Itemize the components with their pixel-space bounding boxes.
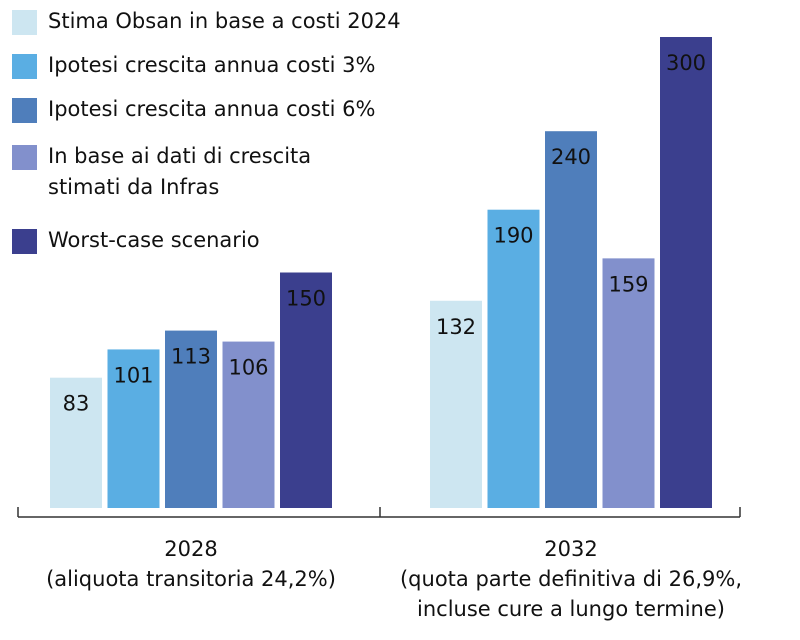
legend-swatch <box>12 10 37 35</box>
bar <box>280 272 332 508</box>
value-label: 83 <box>63 392 90 416</box>
x-tick-label: 2032 <box>544 537 597 561</box>
bar <box>165 330 217 508</box>
bar <box>660 37 712 508</box>
x-tick-label: 2028 <box>164 537 217 561</box>
value-label: 150 <box>286 287 326 311</box>
bar <box>222 341 275 508</box>
legend-swatch <box>12 145 37 170</box>
value-label: 159 <box>608 272 648 296</box>
legend-label: Ipotesi crescita annua costi 6% <box>48 97 375 121</box>
value-label: 113 <box>171 345 211 369</box>
bar <box>602 258 655 508</box>
bar <box>487 209 540 508</box>
x-tick-label: (aliquota transitoria 24,2%) <box>46 567 336 591</box>
bar <box>430 300 482 508</box>
legend-label: Worst-case scenario <box>48 228 260 252</box>
value-label: 101 <box>113 363 153 387</box>
bar <box>107 349 160 508</box>
value-label: 300 <box>666 51 706 75</box>
value-label: 132 <box>436 315 476 339</box>
value-label: 190 <box>493 224 533 248</box>
x-tick-label: (quota parte definitiva di 26,9%, <box>400 567 742 591</box>
legend-swatch <box>12 54 37 79</box>
bar <box>50 377 102 508</box>
legend-swatch <box>12 229 37 254</box>
value-label: 240 <box>551 145 591 169</box>
x-tick-label: incluse cure a lungo termine) <box>417 597 725 621</box>
legend-label: In base ai dati di crescita stimati da In… <box>48 144 311 199</box>
value-label: 106 <box>228 356 268 380</box>
legend-swatch <box>12 98 37 123</box>
legend-label: Stima Obsan in base a costi 2024 <box>48 9 401 33</box>
axis <box>17 507 741 518</box>
legend-label: Ipotesi crescita annua costi 3% <box>48 53 375 77</box>
bar <box>545 131 597 508</box>
